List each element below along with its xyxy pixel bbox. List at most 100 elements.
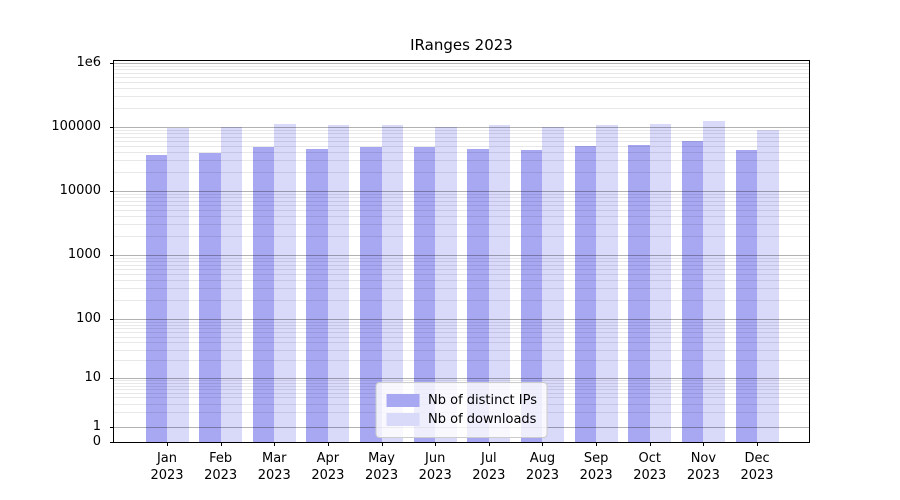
x-tick-label-mar: Mar 2023 <box>257 451 291 483</box>
x-tick-label-feb: Feb 2023 <box>204 451 238 483</box>
x-tick-mark <box>542 442 544 446</box>
x-tick-label-jun: Jun 2023 <box>418 451 452 483</box>
gridline-minor <box>114 349 809 351</box>
gridline-minor <box>114 171 809 173</box>
bar-distinct-ips-dec <box>735 149 758 442</box>
x-tick-label-sep: Sep 2023 <box>579 451 613 483</box>
gridline-minor <box>114 299 809 301</box>
legend-item-downloads: Nb of downloads <box>386 411 537 428</box>
bar-distinct-ips-jun <box>413 147 436 442</box>
gridline-minor <box>114 342 809 344</box>
bar-distinct-ips-apr <box>306 149 328 442</box>
gridline-minor <box>114 224 809 226</box>
legend-item-distinct-ips: Nb of distinct IPs <box>386 392 537 409</box>
gridline-minor <box>114 160 809 162</box>
y-tick-mark <box>110 427 114 428</box>
bar-downloads-mar <box>274 123 296 442</box>
bar-downloads-sep <box>596 125 618 442</box>
y-tick-label-10000: 10000 <box>59 183 101 198</box>
bar-distinct-ips-mar <box>252 146 275 442</box>
x-tick-mark <box>488 442 490 446</box>
y-tick-label-100: 100 <box>76 311 101 326</box>
x-tick-label-aug: Aug 2023 <box>525 451 560 483</box>
gridline-minor <box>114 324 809 326</box>
gridline-minor <box>114 133 809 135</box>
gridline-minor <box>114 235 809 237</box>
gridline-major <box>114 319 809 320</box>
x-tick-label-jan: Jan 2023 <box>150 451 184 483</box>
x-tick-mark <box>381 442 383 446</box>
gridline-major <box>114 63 809 64</box>
bar-downloads-apr <box>327 125 350 442</box>
gridline-minor <box>114 216 809 218</box>
gridline-major <box>114 255 809 256</box>
gridline-minor <box>114 107 809 109</box>
gridline-minor <box>114 96 809 98</box>
bar-distinct-ips-sep <box>574 146 597 442</box>
legend-label-downloads: Nb of downloads <box>428 412 537 427</box>
gridline-minor <box>114 360 809 362</box>
gridline-minor <box>114 336 809 338</box>
y-tick-mark <box>110 63 114 64</box>
y-tick-mark <box>110 319 114 320</box>
x-tick-label-dec: Dec 2023 <box>740 451 774 483</box>
gridline-minor <box>114 280 809 282</box>
legend-swatch-downloads <box>386 413 420 426</box>
y-tick-label-100000: 100000 <box>51 119 101 134</box>
chart-title: IRanges 2023 <box>410 36 513 54</box>
gridline-minor <box>114 200 809 202</box>
y-tick-mark <box>110 255 114 256</box>
bar-downloads-nov <box>703 120 725 442</box>
gridline-minor <box>114 65 809 67</box>
x-tick-label-nov: Nov 2023 <box>686 451 720 483</box>
gridline-minor <box>114 264 809 266</box>
x-tick-mark <box>703 442 705 446</box>
gridline-minor <box>114 274 809 276</box>
gridline-minor <box>114 69 809 71</box>
y-tick-mark <box>110 127 114 128</box>
x-tick-label-oct: Oct 2023 <box>633 451 667 483</box>
gridline-minor <box>114 269 809 271</box>
gridline-minor <box>114 129 809 131</box>
bar-distinct-ips-feb <box>199 153 221 442</box>
y-tick-mark <box>110 191 114 192</box>
y-tick-mark <box>110 442 114 443</box>
gridline-minor <box>114 197 809 199</box>
gridline-minor <box>114 205 809 207</box>
x-tick-mark <box>649 442 651 446</box>
legend-swatch-distinct-ips <box>386 394 420 407</box>
y-tick-mark <box>110 378 114 379</box>
gridline-minor <box>114 288 809 290</box>
bar-downloads-may <box>381 124 404 442</box>
gridline-minor <box>114 261 809 263</box>
gridline-minor <box>114 257 809 259</box>
x-tick-mark <box>327 442 329 446</box>
y-tick-label-0: 0 <box>92 434 101 449</box>
legend-label-distinct-ips: Nb of distinct IPs <box>428 393 537 408</box>
bar-downloads-jun <box>435 127 457 442</box>
gridline-minor <box>114 88 809 90</box>
bar-downloads-oct <box>649 124 672 442</box>
x-tick-mark <box>757 442 759 446</box>
bar-distinct-ips-jan <box>145 155 167 442</box>
y-tick-label-1000: 1000 <box>67 247 101 262</box>
gridline-minor <box>114 82 809 84</box>
gridline-major <box>114 127 809 128</box>
x-tick-label-may: May 2023 <box>365 451 399 483</box>
bar-distinct-ips-aug <box>520 150 543 442</box>
y-tick-label-1e6: 1e6 <box>76 55 101 70</box>
bar-distinct-ips-nov <box>681 141 704 442</box>
x-tick-mark <box>596 442 598 446</box>
bars-layer <box>114 61 809 442</box>
gridline-minor <box>114 72 809 74</box>
gridline-minor <box>114 332 809 334</box>
bar-downloads-dec <box>757 130 779 442</box>
y-tick-label-1: 1 <box>92 419 101 434</box>
gridline-minor <box>114 380 809 382</box>
gridline-minor <box>114 77 809 79</box>
gridline-minor <box>114 321 809 323</box>
gridline-minor <box>114 193 809 195</box>
gridline-minor <box>114 152 809 154</box>
gridline-minor <box>114 328 809 330</box>
bar-downloads-jan <box>167 128 189 442</box>
